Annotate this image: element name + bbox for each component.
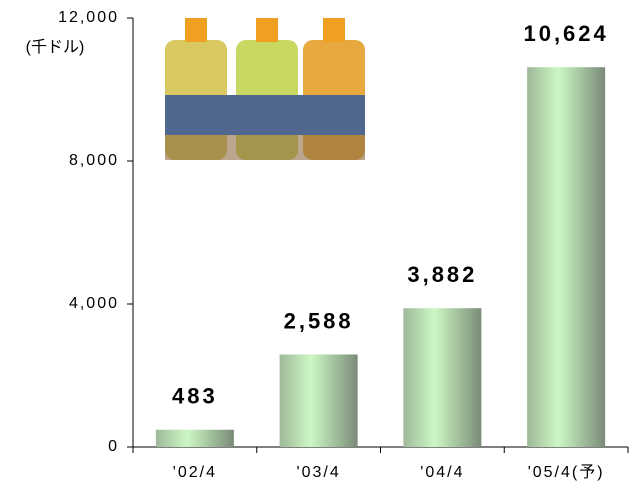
y-tick-label: 12,000 (58, 9, 119, 26)
x-tick-label: '05/4(予) (528, 463, 605, 481)
value-label: 2,588 (284, 308, 354, 333)
bar (279, 354, 358, 447)
y-tick-label: 0 (108, 438, 119, 455)
bar (155, 429, 234, 447)
x-tick-label: '02/4 (173, 464, 217, 481)
value-label: 3,882 (407, 262, 477, 287)
product-photo (165, 18, 365, 160)
bar (527, 67, 606, 447)
y-tick-label: 4,000 (69, 295, 119, 312)
y-unit-label: (千ドル) (26, 38, 85, 56)
bar (403, 308, 482, 447)
x-tick-label: '03/4 (297, 464, 341, 481)
y-tick-label: 8,000 (69, 152, 119, 169)
value-label: 483 (172, 384, 218, 409)
x-tick-label: '04/4 (420, 464, 464, 481)
value-label: 10,624 (523, 21, 608, 46)
